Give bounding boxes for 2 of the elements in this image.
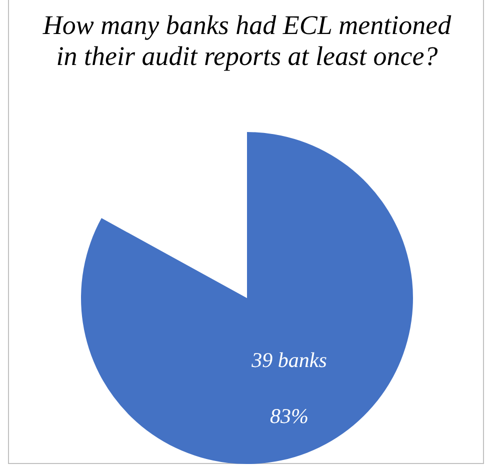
text: 39 banks 83% [252,348,327,428]
chart-title: How many banks had ECL mentioned in their audit reports at least once? [42,10,452,72]
